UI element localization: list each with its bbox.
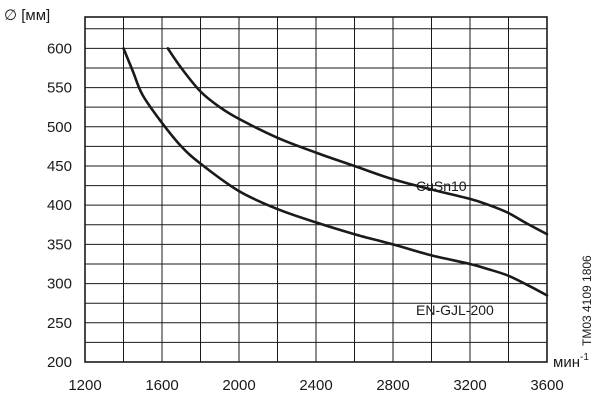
grid xyxy=(85,17,547,362)
y-tick-label: 450 xyxy=(47,158,72,175)
x-tick-label: 3600 xyxy=(530,377,563,394)
y-axis-label: ∅ [мм] xyxy=(4,7,50,24)
x-axis-unit-exponent: -1 xyxy=(580,352,589,363)
series-label-en-gjl-200: EN-GJL-200 xyxy=(416,302,494,318)
series-line-en-gjl-200 xyxy=(122,47,549,297)
x-tick-label: 2800 xyxy=(376,377,409,394)
series-line-cusn10 xyxy=(166,47,549,236)
x-tick-label: 2000 xyxy=(222,377,255,394)
series-label-cusn10: CuSn10 xyxy=(416,178,467,194)
figure-code: TM03 4109 1806 xyxy=(580,255,594,346)
x-tick-labels: 1200 1600 2000 2400 2800 3200 3600 xyxy=(68,377,563,394)
x-axis-unit: мин xyxy=(553,354,580,371)
x-tick-label: 1200 xyxy=(68,377,101,394)
x-tick-label: 2400 xyxy=(299,377,332,394)
x-tick-label: 1600 xyxy=(145,377,178,394)
y-tick-label: 400 xyxy=(47,197,72,214)
y-tick-label: 500 xyxy=(47,119,72,136)
curves xyxy=(122,47,549,297)
x-tick-label: 3200 xyxy=(453,377,486,394)
x-axis-label: мин-1 xyxy=(553,352,589,371)
y-tick-label: 550 xyxy=(47,80,72,97)
y-tick-label: 600 xyxy=(47,40,72,57)
y-tick-label: 300 xyxy=(47,276,72,293)
y-tick-label: 200 xyxy=(47,354,72,371)
y-tick-labels: 200 250 300 350 400 450 500 550 600 xyxy=(47,40,72,371)
plot-frame xyxy=(84,16,548,363)
y-tick-label: 250 xyxy=(47,315,72,332)
y-tick-label: 350 xyxy=(47,236,72,253)
